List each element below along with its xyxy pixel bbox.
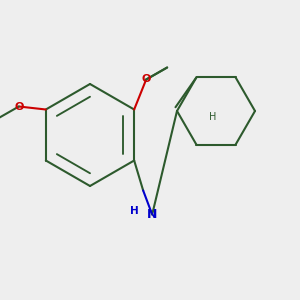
Text: methoxy: methoxy (0, 299, 1, 300)
Text: methyl: methyl (0, 299, 1, 300)
Text: methoxy: methoxy (0, 299, 1, 300)
Text: H: H (130, 206, 139, 217)
Text: N: N (147, 208, 158, 221)
Text: H: H (209, 112, 217, 122)
Text: O: O (14, 101, 23, 112)
Text: methoxy: methoxy (0, 299, 1, 300)
Text: O: O (142, 74, 151, 85)
